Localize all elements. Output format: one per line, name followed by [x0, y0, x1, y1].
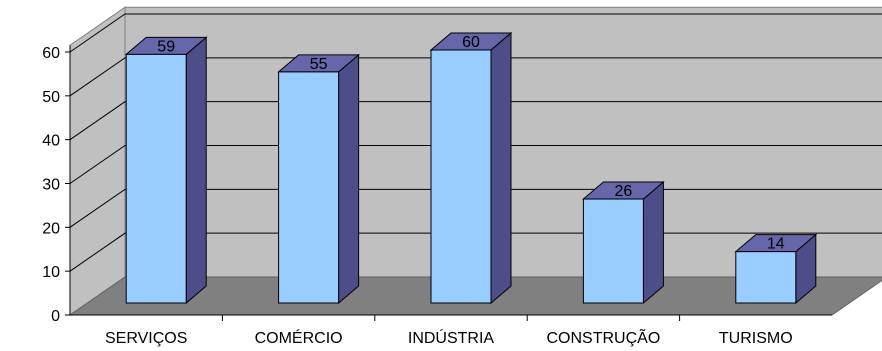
data-label: 55 [310, 56, 328, 73]
gridline [69, 101, 882, 141]
category-labels: SERVIÇOS COMÉRCIO INDÚSTRIA CONSTRUÇÃO TURIS… [105, 315, 793, 347]
y-tick-label: 30 [42, 177, 60, 194]
data-labels: 59 55 60 26 14 [157, 34, 784, 253]
bar-side [185, 36, 207, 305]
bar [278, 71, 340, 304]
y-tick-label: 10 [42, 264, 60, 281]
x-tick-label: INDÚSTRIA [408, 328, 495, 347]
bar [582, 198, 644, 304]
bar [735, 251, 797, 304]
bar [125, 53, 187, 304]
data-label: 60 [462, 34, 480, 51]
bar [430, 49, 492, 304]
bar-side [338, 53, 360, 305]
y-tick-label: 50 [42, 89, 60, 106]
side-wall [69, 6, 126, 316]
gridline [69, 145, 882, 184]
bars [124, 31, 818, 305]
y-tick-label: 40 [42, 133, 60, 150]
bar-side [490, 31, 512, 305]
y-tick-label: 0 [51, 308, 60, 325]
gridline [69, 13, 882, 53]
data-label: 26 [615, 183, 633, 200]
x-tick-label: SERVIÇOS [105, 330, 187, 347]
gridlines [69, 13, 882, 272]
data-label: 14 [767, 236, 785, 253]
x-tick-label: COMÉRCIO [255, 328, 343, 347]
gridline [69, 57, 882, 97]
y-tick-label: 20 [42, 220, 60, 237]
data-label: 59 [157, 38, 175, 55]
y-axis: 0 10 20 30 40 50 60 [42, 45, 832, 325]
y-tick-label: 60 [42, 45, 60, 62]
x-tick-label: TURISMO [719, 330, 793, 347]
x-tick-label: CONSTRUÇÃO [547, 327, 661, 347]
bar-side [642, 180, 664, 305]
